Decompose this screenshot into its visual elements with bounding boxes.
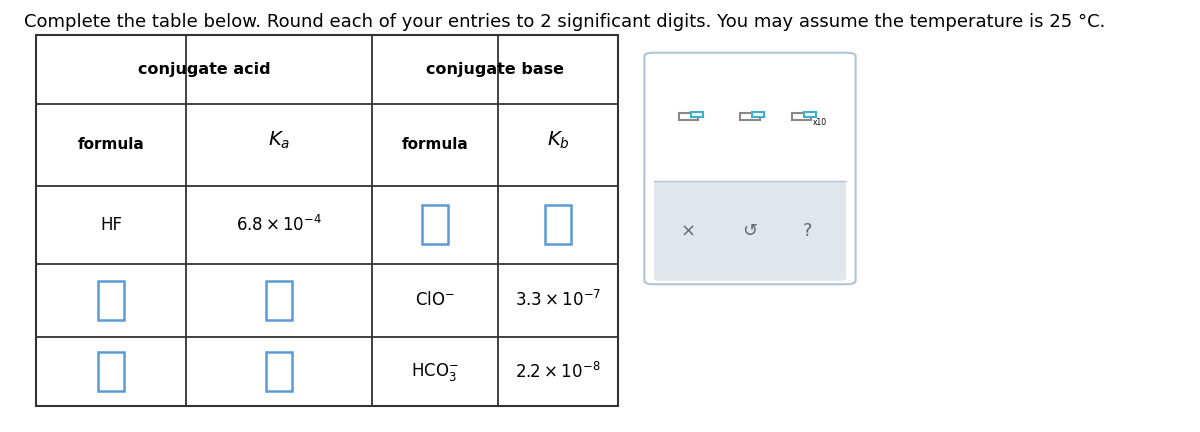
Bar [422, 205, 449, 244]
Bar [265, 352, 292, 391]
Bar [98, 352, 125, 391]
FancyBboxPatch shape [654, 181, 846, 281]
Bar [740, 113, 760, 120]
Bar [804, 112, 816, 117]
FancyBboxPatch shape [644, 53, 856, 284]
Text: $K_b$: $K_b$ [547, 130, 569, 151]
Text: $K_a$: $K_a$ [268, 130, 290, 151]
Text: $2.2 \times 10^{-8}$: $2.2 \times 10^{-8}$ [515, 362, 601, 381]
Text: $\mathrm{HCO_3^{-}}$: $\mathrm{HCO_3^{-}}$ [412, 361, 458, 382]
Bar [691, 112, 703, 117]
Text: $\mathrm{ClO}^{-}$: $\mathrm{ClO}^{-}$ [415, 291, 455, 309]
Text: formula: formula [402, 137, 468, 152]
Text: $3.3 \times 10^{-7}$: $3.3 \times 10^{-7}$ [515, 290, 601, 310]
Text: ↺: ↺ [743, 222, 757, 240]
Text: $6.8 \times 10^{-4}$: $6.8 \times 10^{-4}$ [236, 215, 322, 235]
Text: formula: formula [78, 137, 144, 152]
Text: conjugate base: conjugate base [426, 62, 564, 76]
Text: ?: ? [803, 222, 812, 240]
Text: ×: × [680, 222, 696, 240]
Bar [679, 113, 698, 120]
Text: HF: HF [100, 216, 122, 234]
Bar [752, 112, 764, 117]
Bar [98, 281, 125, 320]
Text: Complete the table below. Round each of your entries to 2 significant digits. Yo: Complete the table below. Round each of … [24, 13, 1105, 31]
Text: x10: x10 [812, 118, 827, 127]
Bar [545, 205, 571, 244]
Text: conjugate acid: conjugate acid [138, 62, 270, 76]
Bar [792, 113, 811, 120]
Bar [265, 281, 292, 320]
Bar [36, 35, 618, 406]
